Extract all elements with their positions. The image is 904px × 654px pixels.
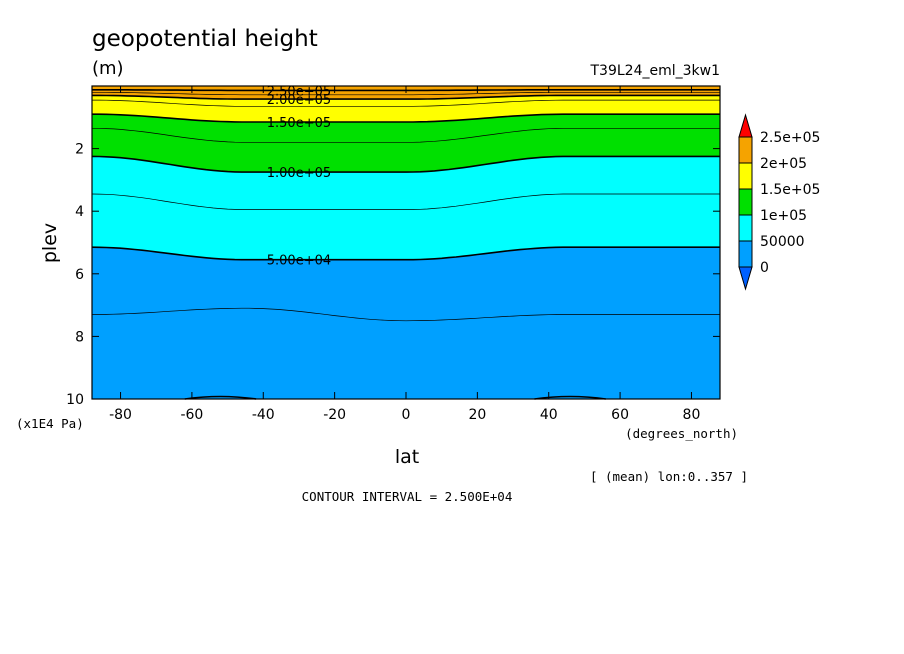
y-tick-label-6: 6 [75,267,84,283]
x-tick-label-80: 80 [683,407,701,423]
y-tick-label-8: 8 [75,329,84,345]
chart-units: (m) [92,58,124,79]
contour-label-50000: 5.00e+04 [267,254,331,269]
contour-line-125000 [92,127,720,143]
x-axis-label: lat [395,446,419,468]
y-tick-label-4: 4 [75,204,84,220]
colorbar-label-3: 1e+05 [760,208,807,224]
x-tick-label--60: -60 [180,407,203,423]
colorbar-label-4: 50000 [760,234,805,250]
y-axis-unit: (x1E4 Pa) [16,416,84,431]
contour-line-200000 [92,94,720,100]
contour-line-bottom-0 [184,395,257,400]
x-tick-label-20: 20 [468,407,486,423]
colorbar-label-5: 0 [760,260,769,276]
x-tick-label--20: -20 [323,407,346,423]
contour-label-250000: 2.50e+05 [267,84,331,99]
colorbar-extend-low [738,266,753,291]
contour-label-200000: 2.00e+05 [267,93,331,108]
colorbar-box-0 [738,240,753,268]
contour-label-150000: 1.50e+05 [267,116,331,131]
colorbar: 2.5e+05 2e+05 1.5e+05 1e+05 50000 0 [738,113,820,291]
y-tick-label-2: 2 [75,142,84,158]
contour-line-100000 [91,155,720,173]
colorbar-box-150000 [738,162,753,190]
x-tick-label-0: 0 [402,407,411,423]
contour-line-75000 [91,193,720,210]
plot-area [92,86,720,399]
x-tick-label--40: -40 [252,407,275,423]
contour-label-100000: 1.00e+05 [267,166,331,181]
colorbar-label-2: 1.5e+05 [760,182,820,198]
colorbar-box-100000 [738,188,753,216]
contour-line-50000 [91,246,720,261]
contour-line-175000 [92,99,720,107]
contour-line-25000 [92,307,720,322]
axes: -80 -60 -40 -20 0 20 40 60 80 2 4 6 8 10 [66,85,721,423]
contour-labels: 2.50e+052.00e+05 1.50e+05 1.00e+05 5.00e+04 [267,84,331,268]
mean-note: [ (mean) lon:0..357 ] [590,469,748,484]
x-tick-label--80: -80 [109,407,132,423]
x-axis-unit: (degrees_north) [625,426,738,441]
contour-line-bottom-1 [534,395,606,400]
x-tick-label-60: 60 [611,407,629,423]
x-tick-label-40: 40 [540,407,558,423]
y-tick-label-10: 10 [66,392,84,408]
colorbar-box-200000 [738,136,753,164]
colorbar-box-50000 [738,214,753,242]
contour-line-225000 [92,91,720,96]
colorbar-label-1: 2e+05 [760,156,807,172]
colorbar-label-0: 2.5e+05 [760,130,820,146]
chart-title: geopotential height [92,26,318,52]
contour-interval: CONTOUR INTERVAL = 2.500E+04 [302,489,513,504]
run-name: T39L24_eml_3kw1 [590,63,721,79]
contour-line-150000 [92,113,720,123]
y-axis-label: plev [39,223,61,263]
contour-lines [91,89,720,400]
colorbar-extend-high [738,113,753,138]
